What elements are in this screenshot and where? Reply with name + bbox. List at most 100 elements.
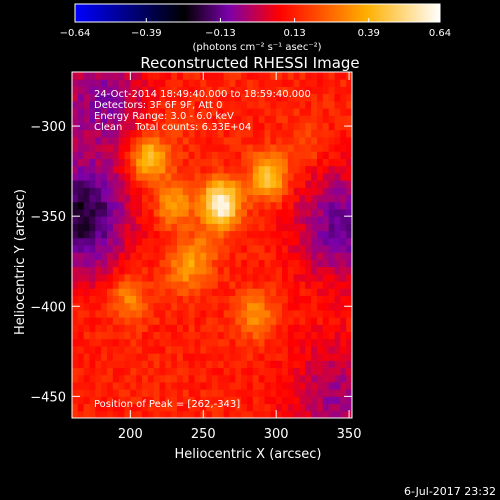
heatmap-cell	[293, 86, 300, 95]
heatmap-cell	[118, 115, 125, 123]
heatmap-cell	[311, 79, 318, 87]
x-tick-label: 200	[118, 427, 143, 442]
heatmap-cell	[83, 381, 90, 390]
heatmap-cell	[200, 259, 207, 268]
heatmap-cell	[328, 374, 335, 383]
heatmap-cell	[147, 144, 155, 152]
heatmap-cell	[130, 338, 137, 347]
heatmap-cell	[206, 144, 213, 152]
heatmap-cell	[171, 389, 178, 397]
heatmap-cell	[258, 93, 265, 102]
heatmap-cell	[264, 381, 271, 390]
heatmap-cell	[223, 410, 230, 418]
heatmap-cell	[171, 374, 178, 383]
heatmap-cell	[112, 79, 120, 87]
heatmap-cell	[270, 180, 277, 188]
heatmap-cell	[252, 129, 260, 138]
heatmap-cell	[147, 230, 155, 239]
heatmap-cell	[89, 165, 96, 174]
heatmap-cell	[258, 172, 265, 181]
heatmap-cell	[77, 396, 85, 405]
heatmap-cell	[247, 129, 254, 138]
heatmap-cell	[282, 317, 289, 325]
annotation-block: 24-Oct-2014 18:49:40.000 to 18:59:40.000…	[94, 89, 311, 133]
heatmap-cell	[235, 79, 242, 87]
heatmap-cell	[130, 187, 137, 196]
heatmap-cell	[270, 252, 277, 260]
heatmap-cell	[299, 144, 306, 152]
heatmap-cell	[305, 381, 312, 390]
heatmap-cell	[346, 208, 352, 217]
heatmap-cell	[147, 245, 155, 253]
heatmap-cell	[241, 338, 248, 347]
heatmap-cell	[328, 252, 335, 260]
heatmap-cell	[235, 360, 242, 369]
heatmap-cell	[95, 288, 102, 296]
heatmap-cell	[188, 93, 195, 102]
heatmap-cell	[322, 230, 330, 239]
heatmap-cell	[159, 129, 166, 138]
heatmap-cell	[188, 245, 195, 253]
heatmap-cell	[346, 360, 352, 369]
heatmap-cell	[322, 338, 330, 347]
heatmap-cell	[124, 245, 131, 253]
heatmap-cell	[287, 108, 295, 116]
heatmap-cell	[77, 115, 85, 123]
heatmap-cell	[317, 345, 324, 354]
heatmap-cell	[311, 230, 318, 239]
heatmap-cell	[293, 245, 300, 253]
heatmap-cell	[194, 194, 201, 203]
heatmap-cell	[107, 237, 114, 246]
heatmap-cell	[299, 396, 306, 405]
heatmap-cell	[340, 158, 347, 167]
heatmap-cell	[247, 288, 254, 296]
heatmap-cell	[235, 194, 242, 203]
heatmap-cell	[322, 201, 330, 210]
heatmap-cell	[287, 410, 295, 418]
heatmap-cell	[101, 180, 108, 188]
heatmap-cell	[229, 360, 236, 369]
heatmap-cell	[72, 165, 79, 174]
heatmap-cell	[72, 79, 79, 87]
heatmap-cell	[177, 252, 184, 260]
heatmap-cell	[130, 259, 137, 268]
heatmap-cell	[305, 129, 312, 138]
heatmap-cell	[136, 93, 143, 102]
heatmap-cell	[223, 187, 230, 196]
heatmap-cell	[322, 93, 330, 102]
heatmap-cell	[83, 108, 90, 116]
heatmap-cell	[182, 100, 190, 109]
heatmap-cell	[171, 100, 178, 109]
heatmap-cell	[346, 165, 352, 174]
heatmap-cell	[217, 389, 225, 397]
heatmap-cell	[241, 208, 248, 217]
heatmap-cell	[270, 165, 277, 174]
heatmap-cell	[171, 309, 178, 318]
heatmap-cell	[293, 353, 300, 361]
heatmap-cell	[287, 230, 295, 239]
heatmap-cell	[217, 259, 225, 268]
heatmap-cell	[171, 281, 178, 289]
heatmap-cell	[252, 353, 260, 361]
heatmap-cell	[270, 72, 277, 80]
heatmap-cell	[89, 129, 96, 138]
heatmap-cell	[229, 309, 236, 318]
heatmap-cell	[276, 108, 283, 116]
heatmap-cell	[270, 324, 277, 332]
heatmap-cell	[130, 100, 137, 109]
heatmap-cell	[147, 129, 155, 138]
heatmap-cell	[270, 230, 277, 239]
heatmap-cell	[340, 172, 347, 181]
heatmap-cell	[147, 79, 155, 87]
heatmap-cell	[159, 79, 166, 87]
heatmap-cell	[264, 252, 271, 260]
heatmap-cell	[118, 309, 125, 318]
heatmap-cell	[118, 374, 125, 383]
heatmap-cell	[305, 187, 312, 196]
heatmap-cell	[130, 360, 137, 369]
heatmap-cell	[159, 266, 166, 275]
heatmap-cell	[194, 158, 201, 167]
heatmap-cell	[101, 381, 108, 390]
heatmap-cell	[124, 172, 131, 181]
heatmap-cell	[177, 317, 184, 325]
